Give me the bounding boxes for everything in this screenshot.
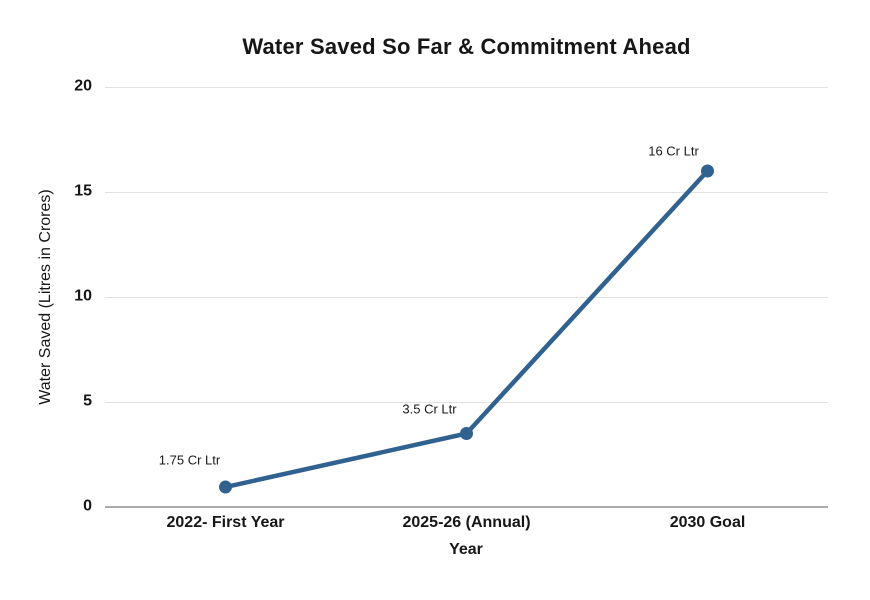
x-axis-line	[105, 506, 828, 508]
data-point-label: 16 Cr Ltr	[648, 143, 699, 159]
y-tick-label: 15	[74, 182, 92, 200]
x-axis-title: Year	[449, 541, 483, 558]
data-point-marker	[219, 480, 232, 494]
series-svg	[219, 164, 714, 494]
y-tick-label: 20	[74, 77, 92, 95]
gridline	[105, 192, 828, 193]
y-tick-label: 10	[74, 287, 92, 305]
x-tick-label: 2025-26 (Annual)	[402, 514, 531, 531]
gridline	[105, 87, 828, 88]
data-point-label: 3.5 Cr Ltr	[402, 401, 457, 416]
data-point-label: 1.75 Cr Ltr	[158, 452, 221, 468]
data-point-marker	[701, 164, 714, 178]
gridline	[105, 297, 828, 298]
x-tick-label: 2030 Goal	[669, 514, 746, 531]
y-tick-label: 5	[83, 392, 92, 410]
x-tick-label: 2022- First Year	[166, 514, 285, 531]
chart-title: Water Saved So Far & Commitment Ahead	[242, 34, 691, 59]
y-tick-label: 0	[83, 497, 92, 515]
data-point-marker	[460, 427, 473, 440]
plot-area: 1.75 Cr Ltr 3.5 Cr Ltr 16 Cr Ltr	[105, 87, 828, 508]
gridline	[105, 402, 828, 403]
